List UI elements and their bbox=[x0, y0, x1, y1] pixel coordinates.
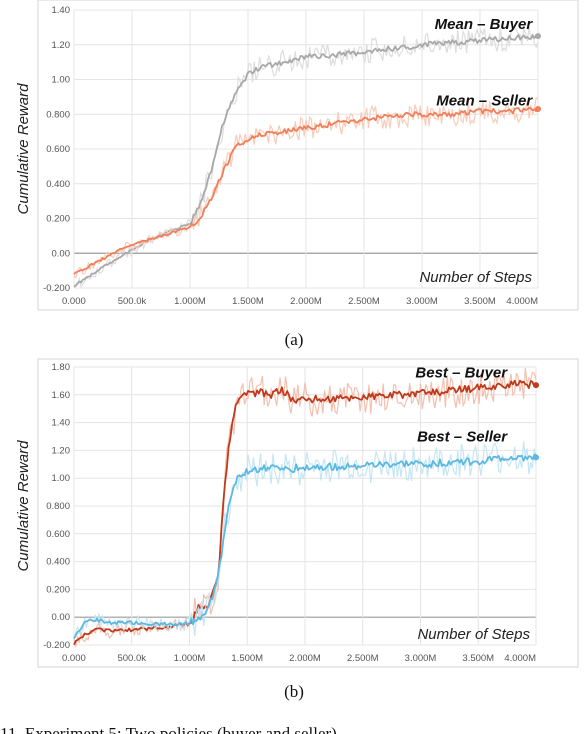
caption-b: (b) bbox=[284, 682, 304, 701]
series-label: Best – Buyer bbox=[415, 365, 508, 382]
y-tick-label: -0.200 bbox=[43, 283, 70, 294]
chart-panel-b: -0.200 0.00 0.200 0.400 0.600 0.800 1.00 1.20 1.… bbox=[0, 357, 588, 675]
series-line bbox=[73, 453, 537, 639]
x-tick-label: 4.000M bbox=[506, 296, 538, 307]
series-line bbox=[73, 379, 537, 646]
x-tick-label: 2.000M bbox=[290, 296, 322, 307]
y-tick-label: 1.60 bbox=[52, 390, 71, 401]
x-tick-label: 0.000 bbox=[62, 296, 86, 307]
y-tick-label: -0.200 bbox=[43, 640, 70, 651]
x-tick-label: 1.000M bbox=[174, 653, 206, 664]
y-tick-label: 1.00 bbox=[52, 75, 71, 86]
series-end-point bbox=[535, 33, 541, 40]
x-axis-label: Number of Steps bbox=[419, 269, 532, 286]
y-axis-label: Cumulative Reward bbox=[15, 440, 32, 572]
x-tick-label: 1.000M bbox=[174, 296, 206, 307]
y-tick-label: 0.800 bbox=[46, 109, 70, 120]
y-tick-label: 0.00 bbox=[52, 248, 71, 259]
figure-caption-partial: 11. Experiment 5: Two policies (buyer an… bbox=[0, 724, 337, 734]
series-label: Best – Seller bbox=[417, 429, 508, 446]
x-tick-label: 2.500M bbox=[347, 653, 379, 664]
plot-frame bbox=[37, 358, 579, 668]
series-line bbox=[73, 106, 539, 275]
x-tick-label: 1.500M bbox=[231, 653, 263, 664]
y-tick-label: 0.00 bbox=[52, 612, 71, 623]
y-tick-label: 1.00 bbox=[52, 473, 71, 484]
chart-panel-a: -0.200 0.00 0.200 0.400 0.600 0.800 1.00 1.20 1.… bbox=[0, 0, 588, 318]
series-label: Mean – Buyer bbox=[435, 16, 534, 33]
x-tick-label: 3.500M bbox=[462, 653, 494, 664]
x-tick-label: 2.500M bbox=[348, 296, 380, 307]
x-tick-label: 0.000 bbox=[62, 653, 86, 664]
x-tick-label: 500.0k bbox=[117, 653, 146, 664]
x-tick-label: 3.000M bbox=[406, 296, 438, 307]
y-tick-label: 0.200 bbox=[46, 214, 70, 225]
series-end-point bbox=[533, 454, 539, 461]
y-axis-label: Cumulative Reward bbox=[15, 83, 32, 215]
y-tick-label: 1.20 bbox=[52, 40, 71, 51]
y-tick-label: 0.400 bbox=[46, 179, 70, 190]
y-tick-label: 0.400 bbox=[46, 557, 70, 568]
y-tick-label: 1.20 bbox=[52, 445, 71, 456]
y-tick-label: 0.600 bbox=[46, 529, 70, 540]
x-tick-label: 4.000M bbox=[504, 653, 536, 664]
x-tick-label: 500.0k bbox=[118, 296, 147, 307]
x-tick-label: 1.500M bbox=[232, 296, 264, 307]
series-label: Mean – Seller bbox=[436, 92, 533, 109]
plot-frame bbox=[37, 0, 579, 311]
series-raw-line bbox=[73, 96, 539, 280]
x-axis-label: Number of Steps bbox=[417, 626, 530, 643]
y-tick-label: 0.200 bbox=[46, 584, 70, 595]
y-tick-label: 1.40 bbox=[52, 418, 71, 429]
caption-a: (a) bbox=[284, 330, 304, 349]
x-tick-label: 3.000M bbox=[405, 653, 437, 664]
series-end-point bbox=[535, 106, 541, 113]
y-tick-label: 0.800 bbox=[46, 501, 70, 512]
y-tick-label: 0.600 bbox=[46, 144, 70, 155]
series-end-point bbox=[533, 382, 539, 389]
x-tick-label: 2.000M bbox=[289, 653, 321, 664]
y-tick-label: 1.40 bbox=[52, 5, 71, 16]
y-tick-label: 1.80 bbox=[52, 362, 71, 373]
x-tick-label: 3.500M bbox=[464, 296, 496, 307]
chart-a-svg: -0.200 0.00 0.200 0.400 0.600 0.800 1.00 1.20 1.… bbox=[15, 0, 579, 311]
chart-b-svg: -0.200 0.00 0.200 0.400 0.600 0.800 1.00 1.20 1.… bbox=[15, 358, 579, 668]
